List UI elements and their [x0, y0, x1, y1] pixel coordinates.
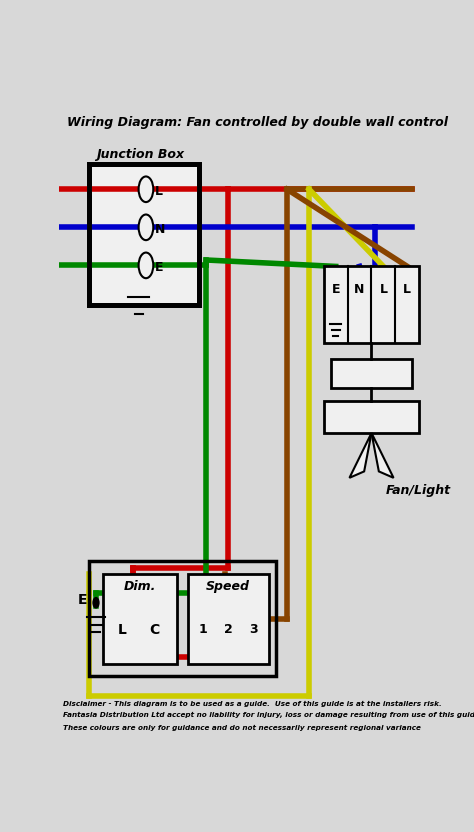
Text: L: L — [155, 185, 163, 198]
Circle shape — [93, 597, 99, 608]
Circle shape — [138, 215, 153, 240]
FancyBboxPatch shape — [324, 266, 419, 344]
Text: Fan/Light: Fan/Light — [386, 484, 451, 498]
Text: 2: 2 — [224, 623, 233, 636]
Polygon shape — [372, 433, 393, 478]
Text: Speed: Speed — [206, 581, 250, 593]
Text: Junction Box: Junction Box — [96, 148, 184, 161]
Circle shape — [138, 253, 153, 278]
Text: L: L — [117, 622, 126, 636]
Text: Wiring Diagram: Fan controlled by double wall control: Wiring Diagram: Fan controlled by double… — [66, 116, 447, 129]
Text: 1: 1 — [198, 623, 207, 636]
Text: N: N — [155, 223, 165, 235]
Text: E: E — [331, 283, 340, 296]
Text: Fantasia Distribution Ltd accept no liability for injury, loss or damage resulti: Fantasia Distribution Ltd accept no liab… — [63, 712, 474, 718]
Polygon shape — [349, 433, 372, 478]
Text: E: E — [155, 260, 164, 274]
Text: 3: 3 — [250, 623, 258, 636]
Text: L: L — [379, 283, 387, 296]
Text: C: C — [150, 622, 160, 636]
FancyBboxPatch shape — [324, 401, 419, 433]
Text: E: E — [78, 592, 87, 607]
FancyBboxPatch shape — [103, 574, 177, 664]
Text: L: L — [403, 283, 411, 296]
Text: Dim.: Dim. — [124, 581, 156, 593]
Text: N: N — [355, 283, 365, 296]
FancyBboxPatch shape — [331, 359, 412, 388]
Text: Disclaimer - This diagram is to be used as a guide.  Use of this guide is at the: Disclaimer - This diagram is to be used … — [63, 701, 442, 707]
Text: These colours are only for guidance and do not necessarily represent regional va: These colours are only for guidance and … — [63, 726, 421, 731]
Circle shape — [138, 176, 153, 202]
FancyBboxPatch shape — [89, 164, 199, 305]
FancyBboxPatch shape — [188, 574, 269, 664]
